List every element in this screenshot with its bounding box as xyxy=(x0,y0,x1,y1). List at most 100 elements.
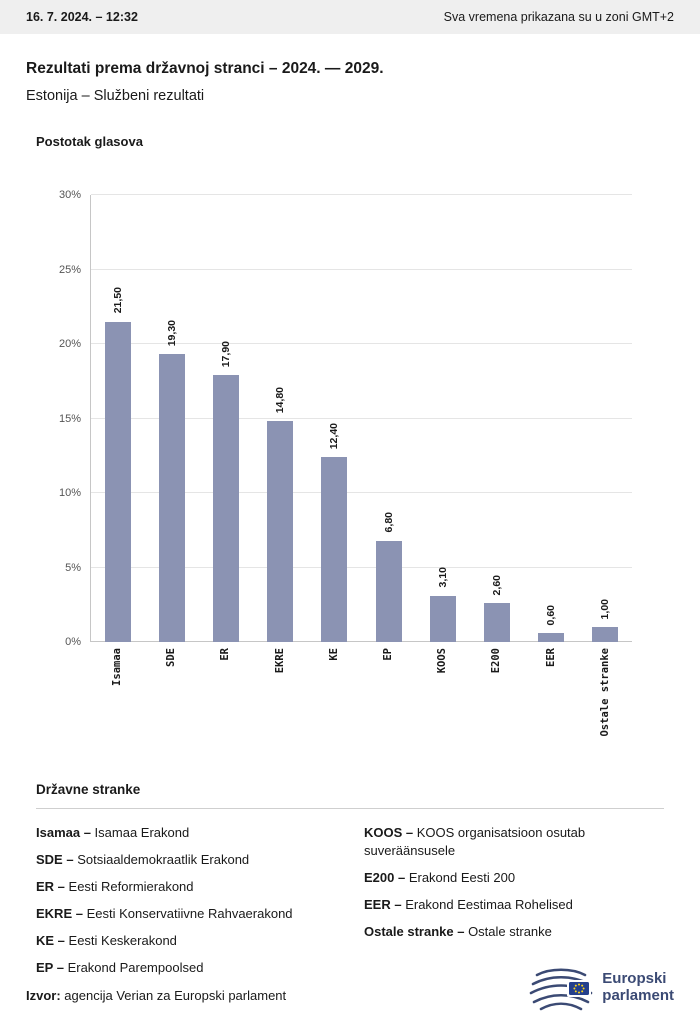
x-tick-label: EP xyxy=(382,648,395,661)
bar-chart: 0% 5% 10% 15% 20% 25% 30% 21,50 19,30 17,90 14,80… xyxy=(36,189,664,766)
gridline xyxy=(91,492,632,493)
bar-column: 12,40 xyxy=(307,195,361,642)
header-timezone-note: Sva vremena prikazana su u zoni GMT+2 xyxy=(443,10,674,24)
gridline xyxy=(91,417,632,419)
hemicycle-icon xyxy=(529,968,593,1011)
bar-value-label: 21,50 xyxy=(112,287,125,314)
x-tick-label: EER xyxy=(544,648,557,667)
legend-item: KOOS – KOOS organisatsioon osutab suverä… xyxy=(364,824,664,859)
y-tick-label: 30% xyxy=(58,189,81,201)
eu-flag-icon xyxy=(567,980,592,997)
legend-item: KE – Eesti Keskerakond xyxy=(36,932,336,950)
gridline xyxy=(91,343,632,344)
legend-item-abbr: EKRE – xyxy=(36,906,83,922)
y-tick-label: 15% xyxy=(58,412,81,425)
x-tick-label: KE xyxy=(327,648,340,661)
x-tick-label: E200 xyxy=(490,648,503,674)
legend-heading: Državne stranke xyxy=(36,782,141,797)
page-subtitle: Estonija – Službeni rezultati xyxy=(26,88,205,104)
x-tick-label: EKRE xyxy=(273,648,286,674)
bar-value-label: 6,80 xyxy=(382,512,395,533)
y-tick-label: 0% xyxy=(65,636,81,648)
legend-item-abbr: ER – xyxy=(36,879,65,895)
legend-item-name: Isamaa Erakond xyxy=(90,825,190,840)
chart-title: Postotak glasova xyxy=(36,134,143,149)
plot-wrap: 21,50 19,30 17,90 14,80 12,40 6,80 3,10 2,60 0,6… xyxy=(90,194,632,766)
legend-item: ER – Eesti Reformierakond xyxy=(36,878,336,896)
x-tick-label: SDE xyxy=(165,648,178,667)
bar-eer xyxy=(537,633,564,642)
logo-wordmark: Europski parlament xyxy=(602,970,674,1004)
source-label: Izvor: xyxy=(26,988,61,1003)
bar-value-label: 1,00 xyxy=(598,598,611,620)
y-axis: 0% 5% 10% 15% 20% 25% 30% xyxy=(36,189,90,648)
header-datetime: 16. 7. 2024. – 12:32 xyxy=(26,10,138,24)
chart-section: Postotak glasova 0% 5% 10% 15% 20% 25% 30% 21,… xyxy=(36,134,664,766)
bar-e200 xyxy=(483,603,510,642)
header-bar: 16. 7. 2024. – 12:32 Sva vremena prikaza… xyxy=(0,0,700,34)
legend-item-abbr: KE – xyxy=(36,933,65,949)
gridline xyxy=(91,641,632,642)
y-tick-label: 20% xyxy=(58,338,81,350)
bar-ekre xyxy=(267,421,294,642)
y-tick-label: 10% xyxy=(58,487,81,499)
bar-ep xyxy=(375,540,402,642)
bar-column: 0,60 xyxy=(524,195,578,642)
legend-item-name: Eesti Keskerakond xyxy=(64,933,177,949)
bar-column: 14,80 xyxy=(253,195,307,642)
gridline xyxy=(91,566,632,568)
legend-item-name: Erakond Parempoolsed xyxy=(63,960,204,976)
legend-item-abbr: Isamaa – xyxy=(36,825,91,840)
bar-value-label: 14,80 xyxy=(274,387,287,414)
ep-logo: Europski parlament xyxy=(529,963,674,1011)
legend-item-abbr: E200 – xyxy=(364,869,406,885)
logo-line1: Europski xyxy=(602,970,667,987)
gridline xyxy=(91,194,632,195)
legend-item-abbr: EER – xyxy=(364,896,402,912)
x-tick-label: Isamaa xyxy=(111,648,124,686)
bar-er xyxy=(213,375,240,642)
x-axis-labels: Isamaa SDE ER EKRE KE EP KOOS E200 EER Ostale str… xyxy=(90,648,632,766)
legend-item-name: Erakond Eestimaa Rohelised xyxy=(401,896,573,912)
bar-isamaa xyxy=(105,321,132,642)
legend-item: EER – Erakond Eestimaa Rohelised xyxy=(364,896,664,914)
bar-column: 2,60 xyxy=(470,195,524,642)
legend-item-abbr: EP – xyxy=(36,960,64,976)
legend-column-right: KOOS – KOOS organisatsioon osutab suverä… xyxy=(364,824,664,986)
legend-item-abbr: SDE – xyxy=(36,852,74,868)
bar-column: 6,80 xyxy=(362,195,416,642)
bar-value-label: 2,60 xyxy=(490,574,503,596)
legend-item-name: Ostale stranke xyxy=(464,923,552,939)
bar-column: 19,30 xyxy=(145,195,199,642)
bar-sde xyxy=(159,354,186,642)
legend-item: E200 – Erakond Eesti 200 xyxy=(364,869,664,887)
x-tick-label: ER xyxy=(219,648,232,661)
legend-item-name: Eesti Reformierakond xyxy=(64,879,194,895)
legend-item: EP – Erakond Parempoolsed xyxy=(36,959,336,977)
source-text: agencija Verian za Europski parlament xyxy=(60,988,287,1003)
source-note: Izvor: agencija Verian za Europski parla… xyxy=(26,988,286,1003)
bar-koos xyxy=(429,595,456,642)
logo-line2: parlament xyxy=(602,987,674,1004)
title-block: Rezultati prema državnoj stranci – 2024.… xyxy=(0,34,700,104)
bar-column: 21,50 xyxy=(91,195,145,642)
legend-item-abbr: Ostale stranke – xyxy=(364,923,465,939)
bar-column: 17,90 xyxy=(199,195,253,642)
bar-value-label: 19,30 xyxy=(166,320,179,347)
bar-column: 1,00 xyxy=(578,195,632,642)
x-tick-label: KOOS xyxy=(436,648,449,674)
bar-value-label: 3,10 xyxy=(436,567,449,588)
legend-item-name: Sotsiaaldemokraatlik Erakond xyxy=(73,852,250,868)
bar-value-label: 0,60 xyxy=(544,604,557,626)
x-tick-label: Ostale stranke xyxy=(598,648,611,737)
legend-column-left: Isamaa – Isamaa Erakond SDE – Sotsiaaldem… xyxy=(36,824,336,986)
bar-value-label: 12,40 xyxy=(328,422,341,450)
legend-section: Državne stranke Isamaa – Isamaa Erakond S… xyxy=(36,782,664,986)
legend-item: Ostale stranke – Ostale stranke xyxy=(364,923,664,941)
gridline xyxy=(91,268,632,270)
legend-item-name: Erakond Eesti 200 xyxy=(405,869,516,885)
footer: Izvor: agencija Verian za Europski parla… xyxy=(0,963,700,1011)
legend-item-abbr: KOOS – xyxy=(364,825,414,840)
y-tick-label: 25% xyxy=(58,263,81,276)
legend-item-name: KOOS organisatsioon osutab suveräänsusel… xyxy=(364,825,586,858)
